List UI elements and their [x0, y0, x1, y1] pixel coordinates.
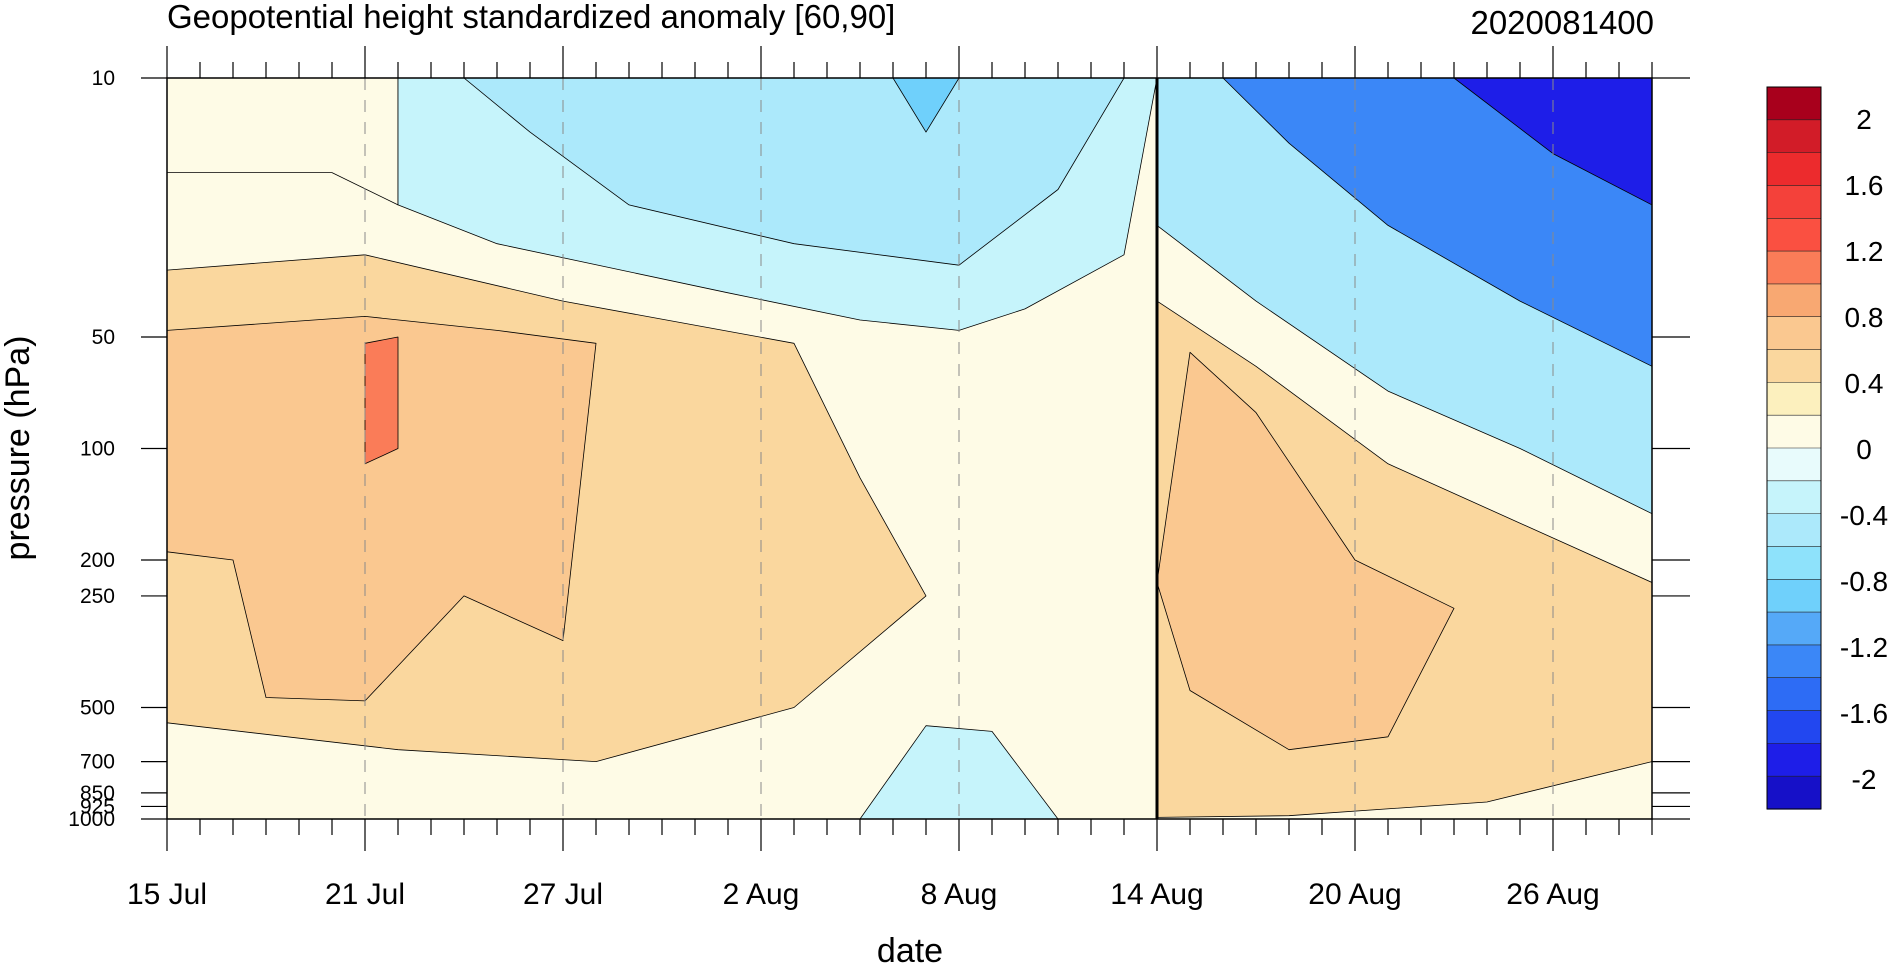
colorbar-swatch: [1767, 218, 1821, 252]
colorbar-swatch: [1767, 87, 1821, 121]
y-tick-label: 700: [80, 751, 115, 774]
x-tick-label: 15 Jul: [127, 878, 207, 911]
contour-region-aug-near-surface-neg: [859, 725, 1059, 819]
colorbar-swatch: [1767, 316, 1821, 351]
chart-title: Geopotential height standardized anomaly…: [167, 0, 895, 35]
colorbar-label: -1.2: [1840, 632, 1888, 663]
y-tick-label: 850: [80, 782, 115, 805]
colorbar-swatch: [1767, 283, 1821, 318]
colorbar-swatch: [1767, 776, 1821, 810]
colorbar-label: -2: [1852, 764, 1877, 795]
colorbar-label: -0.8: [1840, 566, 1888, 597]
y-tick-label: 925: [80, 795, 115, 818]
x-tick-label: 2 Aug: [723, 878, 800, 911]
colorbar-swatch: [1767, 185, 1821, 219]
colorbar-swatch: [1767, 415, 1821, 449]
colorbar-swatch: [1767, 119, 1821, 154]
x-tick-label: 26 Aug: [1506, 878, 1599, 911]
y-tick-label: 50: [92, 326, 115, 349]
y-tick-label: 1000: [68, 808, 115, 831]
colorbar: 2 1.6 1.2 0.8 0.4 0 -0.4 -0.8 -1.2 -1.6 -2: [1766, 86, 1888, 810]
colorbar-swatch: [1767, 677, 1821, 712]
colorbar-label: 1.2: [1845, 236, 1884, 267]
colorbar-swatch: [1767, 579, 1821, 613]
colorbar-label: -0.4: [1840, 500, 1888, 531]
x-tick-label: 27 Jul: [523, 878, 603, 911]
colorbar-label: 0: [1856, 434, 1872, 465]
y-tick-label: 250: [80, 585, 115, 608]
colorbar-swatch: [1767, 546, 1821, 580]
anomaly-field: [167, 78, 1652, 819]
chart-date-stamp: 2020081400: [1470, 4, 1654, 41]
colorbar-swatch: [1767, 743, 1821, 777]
colorbar-frame: [1766, 86, 1822, 810]
colorbar-swatch: [1767, 480, 1821, 515]
x-tick-label: 8 Aug: [921, 878, 998, 911]
x-tick-label: 21 Jul: [325, 878, 405, 911]
y-tick-label: 100: [80, 438, 115, 461]
colorbar-label: 2: [1856, 104, 1872, 135]
contour-region-late-upper-strong: [1222, 78, 1652, 367]
colorbar-swatch: [1767, 382, 1821, 416]
y-axis-label: pressure (hPa): [0, 336, 37, 561]
x-axis-label: date: [877, 932, 943, 969]
colorbar-label: -1.6: [1840, 698, 1888, 729]
x-tick-label: 14 Aug: [1110, 878, 1203, 911]
x-tick-label: 20 Aug: [1308, 878, 1401, 911]
colorbar-swatch: [1767, 710, 1821, 744]
y-tick-label: 10: [92, 67, 115, 90]
colorbar-label: 0.4: [1845, 368, 1884, 399]
colorbar-swatch: [1767, 644, 1821, 679]
colorbar-label: 1.6: [1845, 170, 1884, 201]
colorbar-swatch: [1767, 612, 1821, 646]
contour-region-late-upper-extreme: [1453, 78, 1652, 206]
colorbar-swatch: [1767, 448, 1821, 482]
colorbar-label: 0.8: [1845, 302, 1884, 333]
colorbar-swatch: [1767, 349, 1821, 383]
colorbar-swatch: [1767, 152, 1821, 187]
contour-region-late-warm-core: [1156, 351, 1455, 751]
contour-region-early-peak: [364, 336, 399, 465]
colorbar-swatch: [1767, 251, 1821, 285]
y-tick-label: 200: [80, 549, 115, 572]
colorbar-swatch: [1767, 513, 1821, 548]
contour-region-early-warm-core: [167, 315, 597, 702]
contour-region-upper-strat-deep: [892, 78, 960, 133]
x-axis: 15 Jul 21 Jul 27 Jul 2 Aug 8 Aug 14 Aug 20 Aug…: [127, 46, 1653, 911]
y-tick-label: 500: [80, 696, 115, 719]
